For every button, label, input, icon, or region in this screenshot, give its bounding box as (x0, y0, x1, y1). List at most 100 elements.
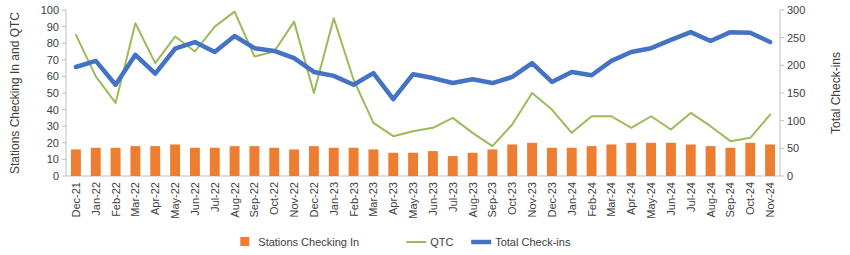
bar (626, 143, 636, 176)
x-tick-label: May-22 (169, 182, 181, 219)
legend-label: Total Check-ins (495, 236, 571, 248)
y2-tick-label: 250 (787, 32, 805, 44)
legend-swatch (240, 237, 249, 246)
bar (309, 146, 319, 176)
bar (448, 156, 458, 176)
x-tick-label: Jan-24 (566, 182, 578, 216)
bar (666, 143, 676, 176)
x-tick-label: Dec-23 (546, 182, 558, 217)
x-tick-label: Dec-21 (70, 182, 82, 217)
x-tick-label: Nov-24 (764, 182, 776, 217)
line (76, 12, 770, 146)
x-tick-label: Jul-23 (447, 182, 459, 212)
bar (269, 148, 279, 176)
x-tick-label: Mar-23 (367, 182, 379, 217)
bar (111, 148, 121, 176)
y2-tick-label: 300 (787, 4, 805, 16)
bar (725, 148, 735, 176)
x-tick-label: Jul-22 (209, 182, 221, 212)
tick (62, 159, 66, 160)
y-axis-title: Stations Checking In and QTC (8, 12, 22, 174)
legend-label: QTC (430, 236, 453, 248)
x-tick-label: Jan-22 (90, 182, 102, 216)
tick (780, 93, 784, 94)
bar (765, 144, 775, 176)
tick (62, 142, 66, 143)
x-tick-label: Mar-24 (605, 182, 617, 217)
y-axis (66, 10, 67, 176)
y2-tick-label: 100 (787, 115, 805, 127)
x-tick-label: May-23 (407, 182, 419, 219)
x-tick-label: Mar-22 (129, 182, 141, 217)
x-tick-label: Apr-22 (149, 182, 161, 215)
legend-label: Stations Checking In (258, 236, 359, 248)
legend-swatch (471, 240, 491, 245)
bar (745, 143, 755, 176)
bar (408, 153, 418, 176)
bar (289, 149, 299, 176)
chart: 0102030405060708090100050100150200250300… (0, 0, 850, 255)
bar (388, 153, 398, 176)
bar (468, 153, 478, 176)
bar (686, 144, 696, 176)
bar (706, 146, 716, 176)
x-tick-label: Sep-22 (248, 182, 260, 217)
y-tick-label: 60 (47, 70, 59, 82)
tick (62, 76, 66, 77)
tick (780, 148, 784, 149)
y-tick-label: 50 (47, 87, 59, 99)
x-tick-label: Aug-22 (229, 182, 241, 217)
bar (71, 149, 81, 176)
x-tick-label: Oct-22 (268, 182, 280, 215)
tick (62, 43, 66, 44)
x-tick-label: Jun-23 (427, 182, 439, 216)
x-tick-label: Jul-24 (685, 182, 697, 212)
bar (487, 149, 497, 176)
bar (230, 146, 240, 176)
y-tick-label: 40 (47, 104, 59, 116)
x-tick-label: Dec-22 (308, 182, 320, 217)
x-tick-label: Jan-23 (328, 182, 340, 216)
x-tick-label: Feb-22 (110, 182, 122, 217)
bar (190, 148, 200, 176)
bar (150, 146, 160, 176)
x-tick-label: Sep-23 (486, 182, 498, 217)
x-tick-label: Aug-23 (467, 182, 479, 217)
tick (62, 59, 66, 60)
y2-tick-label: 200 (787, 59, 805, 71)
tick (62, 26, 66, 27)
y-tick-label: 0 (53, 170, 59, 182)
tick (62, 10, 66, 11)
x-tick-label: Apr-23 (387, 182, 399, 215)
tick (780, 120, 784, 121)
bar (329, 148, 339, 176)
tick (780, 176, 784, 177)
tick (780, 65, 784, 66)
bar (368, 149, 378, 176)
y-tick-label: 10 (47, 153, 59, 165)
x-tick-label: Sep-24 (724, 182, 736, 217)
x-tick-label: Apr-24 (625, 182, 637, 215)
bar (587, 146, 597, 176)
x-tick-label: Oct-24 (744, 182, 756, 215)
y2-axis (780, 10, 781, 176)
tick (62, 109, 66, 110)
x-tick-label: Nov-22 (288, 182, 300, 217)
bar (249, 146, 259, 176)
x-tick-label: Jun-22 (189, 182, 201, 216)
bar (130, 146, 140, 176)
bar (606, 144, 616, 176)
x-tick-label: Jun-24 (665, 182, 677, 216)
bar (170, 144, 180, 176)
tick (780, 37, 784, 38)
y-tick-label: 80 (47, 37, 59, 49)
y-tick-label: 100 (41, 4, 59, 16)
bar (428, 151, 438, 176)
x-tick-label: Feb-24 (586, 182, 598, 217)
legend-swatch (406, 241, 426, 243)
y2-tick-label: 150 (787, 87, 805, 99)
y-tick-label: 20 (47, 137, 59, 149)
y2-axis-title: Total Check-ins (829, 52, 843, 134)
bar (210, 148, 220, 176)
tick (62, 126, 66, 127)
